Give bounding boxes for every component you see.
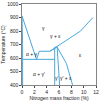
- svg-text:2: 2: [33, 89, 36, 95]
- svg-text:α + γ: α + γ: [26, 51, 38, 57]
- svg-text:12: 12: [93, 89, 99, 95]
- svg-text:γ + ε: γ + ε: [50, 33, 61, 39]
- svg-text:800: 800: [10, 28, 19, 34]
- svg-text:4: 4: [45, 89, 48, 95]
- svg-text:1000: 1000: [7, 1, 18, 7]
- svg-text:10: 10: [81, 89, 87, 95]
- svg-text:400: 400: [10, 82, 19, 88]
- svg-text:900: 900: [10, 14, 19, 20]
- svg-text:γ': γ': [55, 75, 59, 81]
- svg-text:Nitrogen mass fraction (%): Nitrogen mass fraction (%): [29, 95, 89, 101]
- svg-text:6: 6: [58, 89, 61, 95]
- svg-text:600: 600: [10, 55, 19, 61]
- svg-text:500: 500: [10, 68, 19, 74]
- svg-text:γ: γ: [42, 25, 45, 31]
- svg-text:700: 700: [10, 41, 19, 47]
- svg-text:0: 0: [21, 89, 24, 95]
- svg-text:Temperature (°C): Temperature (°C): [0, 25, 6, 64]
- svg-text:α + γ': α + γ': [33, 71, 45, 77]
- svg-text:ε: ε: [79, 52, 82, 58]
- svg-text:8: 8: [70, 89, 73, 95]
- svg-text:γ' + ε: γ' + ε: [60, 75, 72, 81]
